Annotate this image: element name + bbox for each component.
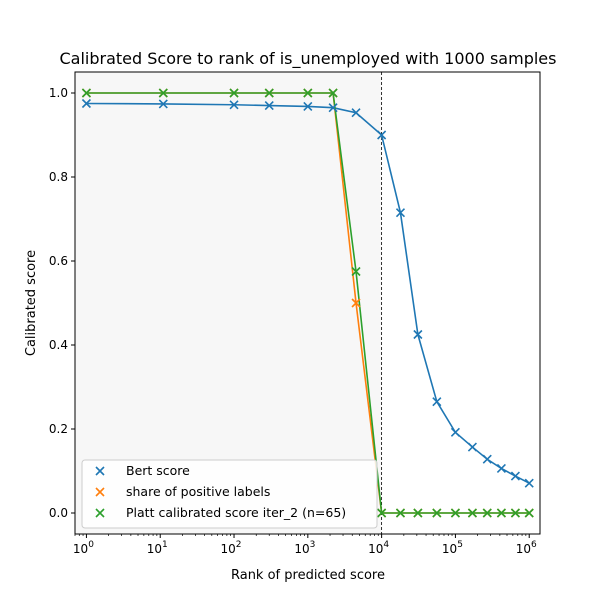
legend-label-2: Platt calibrated score iter_2 (n=65) [126, 505, 346, 520]
y-tick-label: 0.8 [49, 170, 68, 184]
legend-label-1: share of positive labels [126, 484, 270, 499]
x-axis-title: Rank of predicted score [231, 568, 385, 583]
series-0-point [158, 99, 168, 109]
x-tick-label: 104 [368, 540, 389, 556]
series-2-point [328, 88, 338, 98]
legend-label-0: Bert score [126, 463, 190, 478]
y-tick-label: 0.4 [49, 338, 68, 352]
series-0-point [328, 103, 338, 113]
series-0-point [524, 478, 534, 488]
series-0-point [81, 98, 91, 109]
series-2-point [496, 508, 506, 518]
y-tick-label: 1.0 [49, 86, 68, 100]
series-0-point [303, 101, 313, 112]
series-2-point [413, 508, 423, 518]
series-2-point [524, 508, 534, 518]
plot-area: 0.0 0.2 0.4 0.6 0.8 1.0 100 101 102 103 104 105 106 B… [49, 71, 541, 556]
series-2-point [510, 508, 520, 518]
y-tick-label: 0.6 [49, 254, 68, 268]
series-2-point [81, 88, 91, 98]
series-0-point [395, 208, 406, 218]
series-2-point [395, 508, 406, 518]
series-0-point [413, 329, 423, 340]
series-2-point [482, 508, 492, 518]
x-tick-label: 100 [73, 540, 94, 556]
x-tick-label: 102 [221, 540, 242, 556]
legend: Bert score share of positive labels Platt … [81, 459, 378, 529]
series-2-point [158, 88, 168, 98]
series-0-point [482, 454, 492, 464]
series-0-point [264, 101, 274, 111]
series-2-point [264, 88, 274, 98]
x-tick-label: 103 [294, 540, 315, 556]
shaded-region [75, 72, 382, 534]
series-0-point [467, 442, 477, 452]
series-1-point [351, 298, 361, 308]
series-0-point [510, 471, 520, 481]
y-tick-label: 0.2 [49, 422, 68, 436]
y-tick-label: 0.0 [49, 506, 68, 520]
series-0-point [496, 463, 506, 474]
x-tick-label: 106 [516, 540, 537, 556]
legend-marker-2 [95, 508, 105, 518]
series-0-point [432, 397, 442, 407]
series-0-point [351, 108, 361, 118]
series-0-point [450, 427, 460, 437]
legend-marker-1 [95, 487, 105, 497]
series-2-point [432, 508, 442, 518]
series-2-point [450, 508, 460, 518]
x-tick-label: 101 [147, 540, 168, 556]
series-2-point [351, 266, 361, 277]
series-2-point [303, 88, 313, 98]
x-tick-label: 105 [442, 540, 463, 556]
y-axis-title: Calibrated score [24, 250, 39, 356]
legend-box [81, 459, 378, 529]
chart-title: Calibrated Score to rank of is_unemploye… [60, 49, 557, 69]
series-2-point [229, 88, 239, 98]
series-0-point [377, 130, 387, 140]
series-2-point [467, 508, 477, 518]
series-0-point [229, 100, 239, 110]
legend-marker-0 [95, 466, 105, 476]
series-2-point [377, 508, 387, 518]
